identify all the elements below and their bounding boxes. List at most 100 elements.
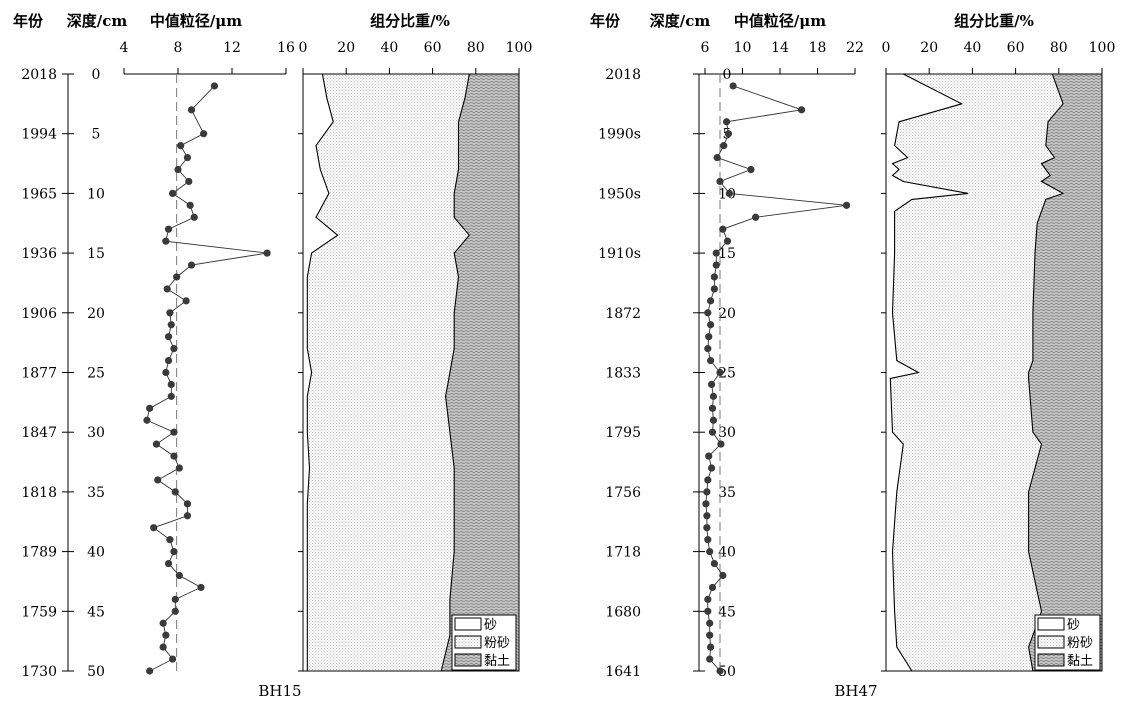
grain-point — [164, 225, 173, 233]
grain-point — [797, 106, 806, 114]
year-label: 1718 — [605, 545, 641, 561]
grain-point — [716, 667, 724, 675]
composition-header: 组分比重/% — [954, 12, 1034, 30]
grain-point — [159, 643, 167, 651]
grain-point — [152, 440, 160, 448]
grain-size-plot — [143, 74, 271, 675]
grain-point — [709, 392, 718, 400]
legend-label-silt: 粉砂 — [484, 636, 510, 651]
grain-point — [707, 356, 715, 365]
sand-silt-boundary-line — [306, 73, 339, 671]
depth-tick-label: 20 — [87, 306, 105, 322]
composition-tick-label: 80 — [1050, 40, 1068, 56]
grain-point — [706, 548, 714, 556]
grain-point — [170, 452, 178, 460]
grain-point — [722, 118, 731, 126]
composition-axis: 0 20 40 60 80 100 — [299, 40, 533, 74]
grain-tick-label: 8 — [174, 40, 183, 56]
core-panel-bh47: 年份 深度/cm 中值粒径/μm 组分比重/% 0510152025303540… — [590, 12, 1115, 700]
composition-tick-label: 60 — [424, 40, 442, 56]
grain-point — [704, 595, 712, 603]
grain-point — [725, 189, 733, 197]
grain-point — [146, 404, 154, 412]
year-label: 1910s — [598, 246, 641, 262]
depth-tick-label: 20 — [718, 306, 736, 322]
grain-point — [162, 631, 170, 639]
legend-swatch-silt — [454, 635, 482, 649]
composition-plot — [881, 73, 1103, 672]
grain-point — [167, 321, 175, 329]
year-label: 1756 — [605, 485, 641, 501]
grain-size-header: 中值粒径/μm — [734, 12, 826, 30]
grain-tick-label: 16 — [277, 40, 295, 56]
year-label: 1833 — [605, 366, 641, 382]
year-label: 1994 — [21, 127, 57, 143]
grain-tick-label: 6 — [701, 40, 710, 56]
grain-point — [747, 165, 755, 174]
grain-point — [187, 106, 196, 114]
grain-point — [712, 249, 720, 257]
grain-point — [706, 655, 714, 663]
composition-tick-label: 0 — [882, 40, 891, 56]
depth-tick-label: 0 — [723, 67, 732, 83]
composition-plot — [298, 73, 520, 672]
legend-label-sand: 砂 — [1067, 618, 1080, 633]
grain-point — [169, 655, 177, 663]
grain-point — [164, 356, 173, 365]
grain-point — [186, 201, 194, 209]
depth-tick-label: 15 — [87, 246, 105, 262]
grain-tick-label: 14 — [771, 40, 789, 56]
grain-point — [170, 548, 178, 556]
grain-point — [200, 130, 208, 138]
grain-point — [171, 488, 179, 496]
grain-point — [705, 452, 713, 460]
composition-legend: 砂 粉砂 黏土 — [451, 614, 517, 671]
year-label: 1936 — [21, 246, 57, 262]
core-caption: BH47 — [834, 682, 877, 700]
grain-point — [704, 309, 712, 317]
core-panel-bh15: 年份 深度/cm 中值粒径/μm 组分比重/% 0510152025303540… — [13, 12, 532, 700]
year-label: 1877 — [21, 366, 57, 382]
grain-point — [719, 225, 727, 233]
year-label: 2018 — [21, 67, 57, 83]
grain-point — [704, 536, 712, 544]
grain-point — [164, 333, 173, 341]
grain-point — [162, 237, 170, 245]
composition-tick-label: 20 — [337, 40, 355, 56]
grain-point — [169, 189, 177, 197]
grain-point — [704, 476, 712, 484]
grain-point — [707, 643, 715, 651]
grain-point — [177, 142, 185, 150]
grain-point — [703, 488, 711, 496]
grain-point — [159, 619, 167, 627]
depth-tick-label: 5 — [92, 127, 101, 143]
core-caption: BH15 — [258, 682, 301, 700]
legend-swatch-clay — [1037, 653, 1065, 667]
year-axis: 2018 1990s 1950s 1910s 1872 1833 1795 1756 1718 1… — [598, 67, 641, 680]
composition-tick-label: 60 — [1007, 40, 1025, 56]
year-label: 1641 — [605, 664, 641, 680]
composition-axis: 0 20 40 60 80 100 — [882, 40, 1115, 74]
legend-label-clay: 黏土 — [484, 653, 510, 669]
grain-point — [175, 571, 183, 580]
grain-point — [712, 261, 720, 269]
grain-point — [167, 380, 175, 389]
legend-swatch-silt — [1037, 635, 1065, 649]
composition-tick-label: 100 — [506, 40, 533, 56]
composition-tick-label: 40 — [963, 40, 981, 56]
grain-point — [710, 559, 718, 568]
depth-tick-label: 40 — [87, 545, 105, 561]
sand-area — [303, 74, 338, 671]
legend-swatch-sand — [454, 617, 482, 631]
grain-tick-label: 12 — [223, 40, 241, 56]
grain-tick-label: 22 — [846, 40, 864, 56]
silt-area — [307, 74, 470, 671]
year-label: 2018 — [605, 67, 641, 83]
grain-point — [166, 536, 174, 544]
year-axis: 2018 1994 1965 1936 1906 1877 1847 1818 1789 1759… — [21, 67, 57, 680]
grain-point — [183, 500, 192, 508]
depth-tick-label: 15 — [718, 246, 736, 262]
year-header: 年份 — [590, 12, 621, 30]
depth-tick-label: 25 — [718, 366, 736, 382]
